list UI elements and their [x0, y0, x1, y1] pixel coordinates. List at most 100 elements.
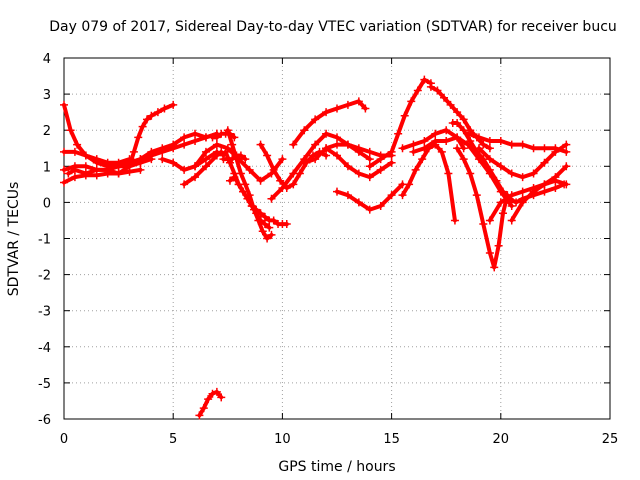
data-point — [60, 147, 68, 156]
data-point — [354, 169, 363, 178]
data-point — [195, 411, 204, 420]
series-arc22 — [365, 75, 435, 171]
data-point — [256, 176, 265, 185]
data-point — [413, 86, 422, 95]
data-point — [562, 162, 571, 171]
series-arc11 — [208, 129, 239, 142]
data-point — [191, 137, 200, 146]
series-arc25 — [398, 140, 459, 225]
data-point — [361, 104, 370, 113]
data-point — [92, 155, 101, 164]
data-point — [562, 147, 571, 156]
series-arc23 — [426, 82, 494, 153]
data-point — [494, 241, 503, 250]
data-point — [496, 198, 505, 207]
data-point — [420, 137, 429, 146]
x-tick-label: 10 — [274, 432, 291, 447]
x-tick-label: 5 — [169, 432, 177, 447]
data-point — [241, 155, 250, 164]
data-point — [474, 133, 483, 142]
data-point — [236, 151, 245, 160]
data-point — [365, 162, 374, 171]
y-tick-label: 4 — [43, 52, 51, 67]
data-point — [92, 165, 101, 174]
data-point — [507, 191, 516, 200]
data-point — [466, 137, 475, 146]
data-point — [322, 108, 331, 117]
data-point — [201, 155, 210, 164]
y-tick-label: 2 — [43, 124, 51, 139]
data-point — [507, 202, 516, 211]
data-point — [169, 144, 178, 153]
series-arc9 — [180, 147, 228, 189]
series-arc31 — [485, 162, 571, 225]
data-point — [160, 104, 169, 113]
data-point — [217, 393, 226, 402]
data-point — [212, 387, 221, 396]
data-point — [431, 129, 440, 138]
data-point — [485, 144, 494, 153]
data-point — [431, 137, 440, 146]
data-point — [66, 126, 75, 135]
data-point — [464, 129, 473, 138]
data-point — [199, 404, 208, 413]
data-point — [518, 187, 527, 196]
data-point — [333, 140, 341, 149]
data-point — [258, 227, 267, 236]
data-point — [485, 165, 494, 174]
data-point — [73, 140, 82, 149]
data-point — [147, 111, 156, 120]
data-point — [485, 155, 494, 164]
y-tick-label: -2 — [38, 269, 51, 284]
data-point — [472, 191, 481, 200]
data-point — [267, 194, 276, 203]
data-point — [263, 234, 272, 243]
data-point — [343, 162, 352, 171]
data-point — [518, 198, 527, 207]
y-tick-label: 0 — [43, 196, 51, 211]
data-point — [450, 216, 459, 225]
data-point — [343, 191, 352, 200]
data-point — [442, 126, 451, 135]
data-point — [158, 147, 167, 156]
data-point — [60, 165, 68, 174]
data-point — [333, 133, 341, 142]
data-point — [551, 183, 560, 192]
data-point — [125, 158, 134, 167]
data-point — [496, 162, 505, 171]
data-point — [103, 158, 112, 167]
data-point — [387, 158, 396, 167]
data-point — [114, 162, 123, 171]
data-point — [333, 104, 341, 113]
data-point — [201, 162, 210, 171]
x-tick-label: 0 — [60, 432, 68, 447]
data-point — [282, 220, 291, 229]
data-point — [529, 144, 538, 153]
data-point — [322, 144, 331, 153]
data-point — [453, 118, 462, 127]
data-point — [180, 133, 189, 142]
data-point — [485, 216, 494, 225]
data-point — [223, 126, 232, 135]
data-point — [60, 178, 68, 187]
data-point — [365, 155, 374, 164]
data-point — [64, 169, 73, 178]
data-point — [81, 169, 90, 178]
series-arc6 — [125, 100, 178, 171]
data-point — [134, 133, 143, 142]
y-tick-label: -3 — [38, 305, 51, 320]
data-point — [529, 187, 538, 196]
series-trace — [455, 146, 510, 270]
data-point — [260, 212, 269, 221]
data-point — [247, 202, 256, 211]
data-point — [365, 205, 374, 214]
data-point — [426, 82, 435, 91]
data-point — [433, 86, 442, 95]
data-point — [376, 155, 385, 164]
data-point — [70, 173, 79, 182]
data-point — [256, 216, 265, 225]
data-point — [311, 140, 320, 149]
data-point — [300, 158, 309, 167]
data-point — [256, 209, 265, 218]
